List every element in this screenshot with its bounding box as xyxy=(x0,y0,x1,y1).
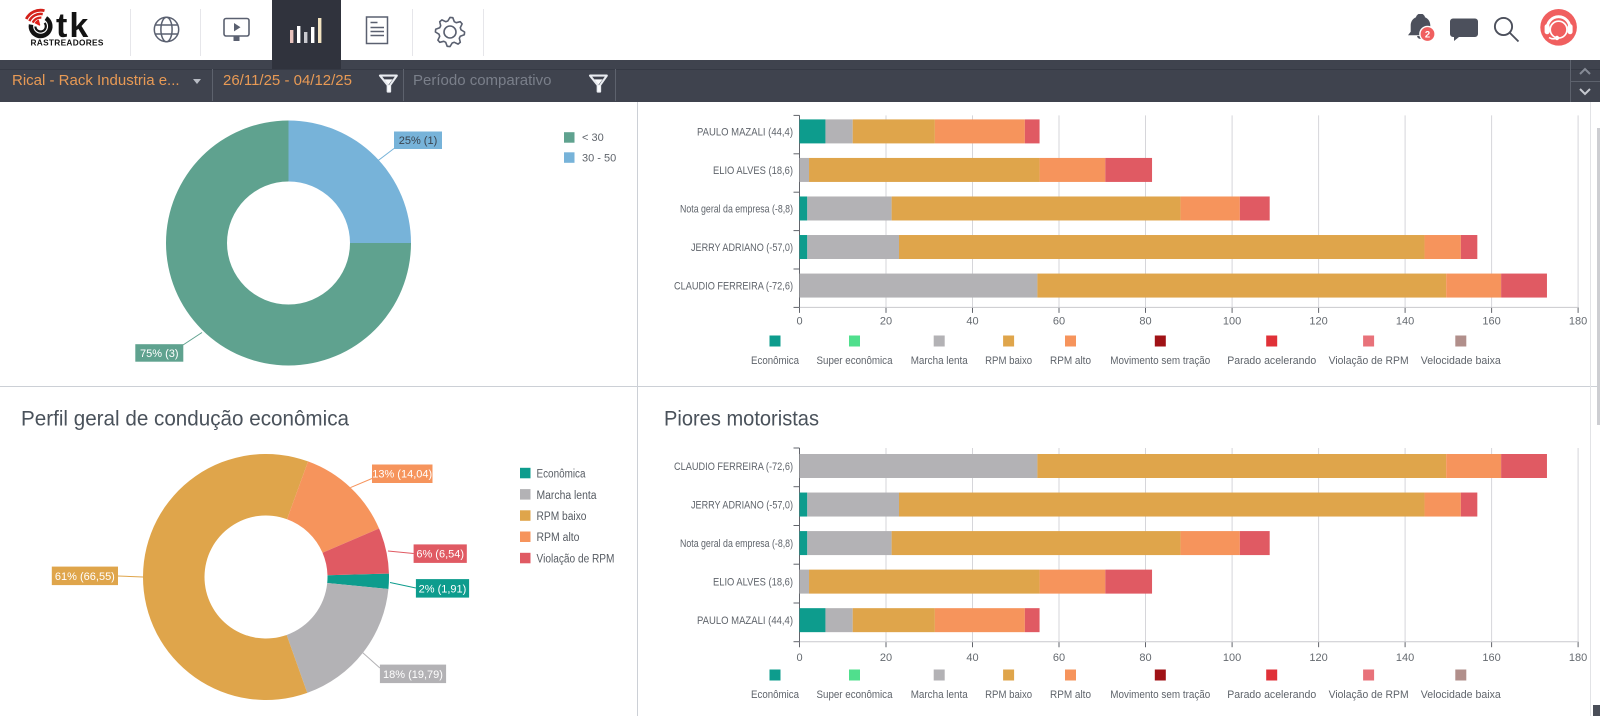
svg-text:Violação de RPM: Violação de RPM xyxy=(1329,355,1409,367)
svg-text:75% (3): 75% (3) xyxy=(140,348,179,360)
svg-text:18% (19,79): 18% (19,79) xyxy=(383,669,443,681)
svg-text:ELIO ALVES (18,6): ELIO ALVES (18,6) xyxy=(713,165,793,177)
svg-text:Movimento sem tração: Movimento sem tração xyxy=(1110,689,1210,701)
svg-text:RPM baixo: RPM baixo xyxy=(537,511,587,523)
svg-text:25% (1): 25% (1) xyxy=(399,135,438,147)
svg-text:RASTREADORES: RASTREADORES xyxy=(31,38,104,48)
svg-text:120: 120 xyxy=(1309,652,1327,664)
svg-text:Parado acelerando: Parado acelerando xyxy=(1227,689,1316,701)
svg-text:100: 100 xyxy=(1223,316,1241,328)
svg-text:RPM alto: RPM alto xyxy=(1050,355,1091,367)
svg-text:30 - 50: 30 - 50 xyxy=(582,152,616,164)
svg-text:< 30: < 30 xyxy=(582,132,604,144)
svg-text:160: 160 xyxy=(1482,316,1500,328)
svg-text:CLAUDIO FERREIRA (-72,6): CLAUDIO FERREIRA (-72,6) xyxy=(674,461,793,473)
svg-text:Marcha lenta: Marcha lenta xyxy=(911,689,969,701)
svg-text:180: 180 xyxy=(1569,316,1587,328)
svg-text:61% (66,55): 61% (66,55) xyxy=(55,571,115,583)
svg-text:PAULO MAZALI (44,4): PAULO MAZALI (44,4) xyxy=(697,126,793,138)
svg-text:0: 0 xyxy=(796,316,802,328)
svg-text:40: 40 xyxy=(966,652,978,664)
svg-text:RPM baixo: RPM baixo xyxy=(985,689,1032,701)
svg-text:RPM alto: RPM alto xyxy=(1050,689,1091,701)
svg-text:JERRY ADRIANO (-57,0): JERRY ADRIANO (-57,0) xyxy=(691,500,793,512)
svg-text:80: 80 xyxy=(1139,652,1151,664)
svg-text:60: 60 xyxy=(1053,316,1065,328)
svg-text:Violação de RPM: Violação de RPM xyxy=(537,554,615,566)
svg-text:Marcha lenta: Marcha lenta xyxy=(911,355,969,367)
svg-text:Marcha lenta: Marcha lenta xyxy=(537,490,598,502)
svg-text:Velocidade baixa: Velocidade baixa xyxy=(1421,355,1502,367)
svg-text:20: 20 xyxy=(880,652,892,664)
svg-text:tk: tk xyxy=(56,7,90,45)
svg-text:Super econômica: Super econômica xyxy=(817,689,894,701)
svg-text:Piores motoristas: Piores motoristas xyxy=(664,408,819,431)
svg-text:Nota geral da empresa (-8,8): Nota geral da empresa (-8,8) xyxy=(680,538,793,550)
svg-text:Nota geral da empresa (-8,8): Nota geral da empresa (-8,8) xyxy=(680,203,793,215)
svg-text:RPM baixo: RPM baixo xyxy=(985,355,1032,367)
svg-text:ELIO ALVES (18,6): ELIO ALVES (18,6) xyxy=(713,577,793,589)
svg-text:6% (6,54): 6% (6,54) xyxy=(416,549,464,561)
svg-text:RPM alto: RPM alto xyxy=(537,532,580,544)
svg-text:160: 160 xyxy=(1482,652,1500,664)
svg-text:140: 140 xyxy=(1396,652,1414,664)
svg-text:20: 20 xyxy=(880,316,892,328)
svg-text:140: 140 xyxy=(1396,316,1414,328)
svg-text:80: 80 xyxy=(1139,316,1151,328)
svg-text:120: 120 xyxy=(1309,316,1327,328)
svg-text:PAULO MAZALI (44,4): PAULO MAZALI (44,4) xyxy=(697,615,793,627)
svg-text:Econômica: Econômica xyxy=(751,355,800,367)
svg-text:Parado acelerando: Parado acelerando xyxy=(1227,355,1316,367)
svg-text:2% (1,91): 2% (1,91) xyxy=(419,583,467,595)
svg-text:Econômica: Econômica xyxy=(751,689,800,701)
svg-text:CLAUDIO FERREIRA (-72,6): CLAUDIO FERREIRA (-72,6) xyxy=(674,281,793,293)
svg-text:0: 0 xyxy=(796,652,802,664)
svg-text:40: 40 xyxy=(966,316,978,328)
svg-text:Movimento sem tração: Movimento sem tração xyxy=(1110,355,1210,367)
svg-text:13% (14,04): 13% (14,04) xyxy=(372,469,432,481)
svg-text:180: 180 xyxy=(1569,652,1587,664)
svg-text:2: 2 xyxy=(1425,29,1430,40)
svg-text:Violação de RPM: Violação de RPM xyxy=(1329,689,1409,701)
svg-text:60: 60 xyxy=(1053,652,1065,664)
svg-text:100: 100 xyxy=(1223,652,1241,664)
svg-text:Perfil geral de condução econô: Perfil geral de condução econômica xyxy=(21,408,349,431)
svg-text:Econômica: Econômica xyxy=(537,469,587,481)
svg-text:Velocidade baixa: Velocidade baixa xyxy=(1421,689,1502,701)
svg-text:JERRY ADRIANO (-57,0): JERRY ADRIANO (-57,0) xyxy=(691,242,793,254)
svg-text:Super econômica: Super econômica xyxy=(817,355,894,367)
